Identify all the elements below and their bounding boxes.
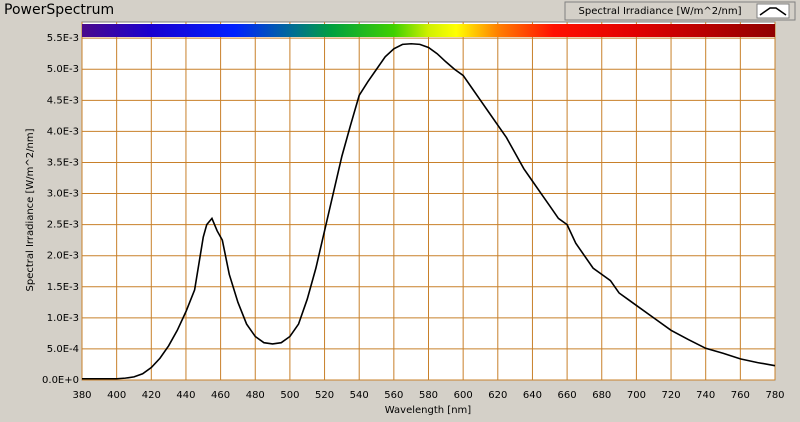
y-tick-label: 4.0E-3 — [47, 126, 79, 137]
spectrum-bar — [82, 24, 775, 37]
x-tick-label: 420 — [142, 390, 161, 401]
y-tick-label: 1.5E-3 — [47, 282, 79, 293]
x-tick-label: 760 — [731, 390, 750, 401]
x-tick-label: 380 — [72, 390, 91, 401]
y-tick-label: 2.0E-3 — [47, 251, 79, 262]
x-tick-label: 700 — [627, 390, 646, 401]
y-tick-label: 2.5E-3 — [47, 220, 79, 231]
x-tick-label: 600 — [454, 390, 473, 401]
y-tick-label: 4.5E-3 — [47, 95, 79, 106]
y-tick-label: 0.0E+0 — [42, 375, 79, 386]
y-tick-label: 5.0E-4 — [47, 344, 79, 355]
data-line — [82, 42, 776, 380]
y-tick-label: 3.0E-3 — [47, 189, 79, 200]
y-tick-label: 5.5E-3 — [47, 33, 79, 44]
x-tick-label: 460 — [211, 390, 230, 401]
x-tick-label: 440 — [176, 390, 195, 401]
y-tick-label: 5.0E-3 — [47, 64, 79, 75]
x-tick-label: 780 — [765, 390, 784, 401]
legend-label: Spectral Irradiance [W/m^2/nm] — [579, 6, 742, 17]
x-tick-label: 560 — [384, 390, 403, 401]
x-tick-label: 740 — [696, 390, 715, 401]
x-axis-label: Wavelength [nm] — [385, 405, 471, 416]
y-tick-label: 3.5E-3 — [47, 157, 79, 168]
x-tick-label: 660 — [558, 390, 577, 401]
chart-title: PowerSpectrum — [4, 2, 114, 18]
x-tick-label: 680 — [592, 390, 611, 401]
x-tick-label: 620 — [488, 390, 507, 401]
y-axis-label: Spectral Irradiance [W/m^2/nm] — [25, 128, 36, 291]
x-tick-label: 580 — [419, 390, 438, 401]
legend-box — [564, 1, 796, 21]
x-tick-label: 480 — [246, 390, 265, 401]
legend-swatch-box — [756, 3, 790, 19]
legend-swatch — [759, 7, 787, 16]
x-tick-label: 500 — [280, 390, 299, 401]
x-tick-label: 400 — [107, 390, 126, 401]
x-tick-label: 520 — [315, 390, 334, 401]
x-tick-label: 640 — [523, 390, 542, 401]
y-tick-label: 1.0E-3 — [47, 313, 79, 324]
x-tick-label: 720 — [662, 390, 681, 401]
x-tick-label: 540 — [350, 390, 369, 401]
